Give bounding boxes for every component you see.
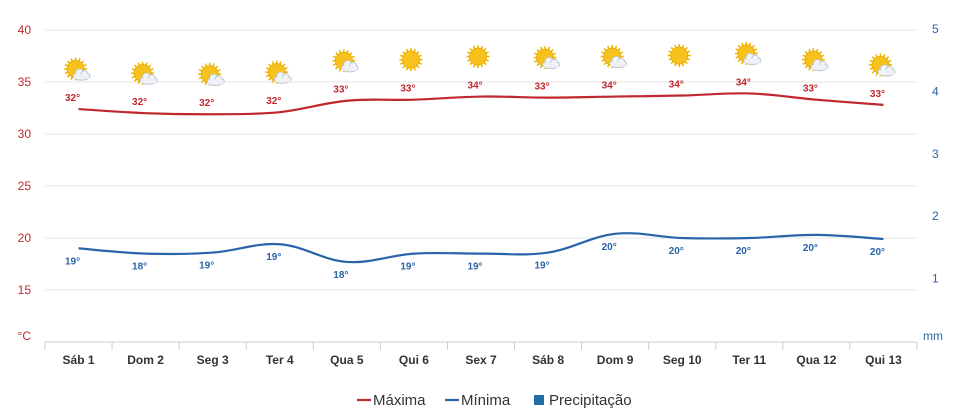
legend-label: Máxima [373,392,426,409]
x-tick-label: Sex 7 [465,353,497,367]
y-tick-label-right: 4 [932,84,939,98]
partly-cloudy-icon [734,41,762,66]
x-tick-label: Sáb 1 [63,353,95,367]
sun-icon [466,45,490,69]
legend-item-0[interactable]: Máxima [357,392,426,409]
partly-cloudy-icon [198,62,225,86]
data-label: 20° [669,246,684,257]
sun-icon [667,44,691,68]
x-tick-label: Qua 12 [796,353,836,367]
weather-icons [64,41,896,86]
partly-cloudy-icon [533,46,560,70]
x-tick-label: Qui 13 [865,353,902,367]
legend-label: Precipitação [549,392,632,409]
legend[interactable]: Máxima Mínima Precipitação [357,392,632,409]
y-axis-left-unit: °C [18,329,32,343]
legend-label: Mínima [461,392,511,409]
y-tick-label-left: 15 [18,283,32,297]
data-label: 18° [333,270,348,281]
grid-lines [45,29,917,343]
x-axis: Sáb 1 Dom 2 Seg 3 Ter 4 Qua 5 Qui 6 Sex 7 Sáb 8… [44,342,918,367]
legend-square-swatch [534,395,544,405]
x-tick-label: Qua 5 [330,353,364,367]
y-tick-label-left: 20 [18,231,32,245]
x-tick-label: Dom 2 [127,353,164,367]
partly-cloudy-icon [265,60,292,84]
x-tick-label: Ter 4 [266,353,294,367]
partly-cloudy-icon [332,49,359,73]
y-tick-label-right: 5 [932,22,939,36]
data-label: 34° [736,77,751,88]
y-axis-right-unit: mm [923,329,943,343]
y-tick-label-left: 25 [18,179,32,193]
x-tick-label: Qui 6 [399,353,429,367]
y-tick-label-left: 35 [18,75,32,89]
data-label: 33° [870,89,885,100]
x-tick-label: Seg 10 [663,353,702,367]
data-label: 33° [803,84,818,95]
data-label: 33° [400,84,415,95]
data-label: 20° [736,246,751,257]
partly-cloudy-icon [600,45,628,69]
data-label: 20° [602,242,617,253]
series-line-min [78,232,884,264]
y-tick-label-left: 30 [18,127,32,141]
data-label: 19° [266,252,281,263]
x-tick-label: Sáb 8 [532,353,564,367]
series-line-max [78,92,884,116]
y-tick-label-right: 1 [932,272,939,286]
data-label: 32° [132,97,147,108]
y-axis-right: 5 4 3 2 1 [932,22,939,286]
x-tick-label: Dom 9 [597,353,634,367]
y-tick-label-left: 40 [18,23,32,37]
data-label: 20° [870,247,885,258]
partly-cloudy-icon [868,53,896,77]
y-tick-label-right: 3 [932,147,939,161]
series-lines [78,92,884,264]
data-label: 19° [535,261,550,272]
data-label: 33° [535,82,550,93]
legend-item-2[interactable]: Precipitação [534,392,632,409]
data-label: 18° [132,262,147,273]
x-tick-label: Ter 11 [732,353,766,367]
data-label: 20° [803,243,818,254]
data-label: 19° [400,262,415,273]
x-tick-label: Seg 3 [197,353,229,367]
data-label: 34° [602,81,617,92]
data-label: 19° [467,262,482,273]
data-label: 19° [199,261,214,272]
data-label: 19° [65,256,80,267]
y-tick-label-right: 2 [932,209,939,223]
partly-cloudy-icon [64,57,91,81]
data-label: 34° [467,81,482,92]
data-label: 32° [266,96,281,107]
data-labels: 32° 32° 32° 32° 33° 33° 34° 33° 34° 34° 34° 33° 33° 1… [65,77,885,280]
data-label: 33° [333,85,348,96]
data-label: 34° [669,80,684,91]
data-label: 32° [199,98,214,109]
partly-cloudy-icon [131,61,158,85]
data-label: 32° [65,93,80,104]
y-axis-left: 40 35 30 25 20 15 [18,23,32,297]
legend-item-1[interactable]: Mínima [445,392,511,409]
sun-icon [399,48,423,72]
partly-cloudy-icon [801,48,829,72]
